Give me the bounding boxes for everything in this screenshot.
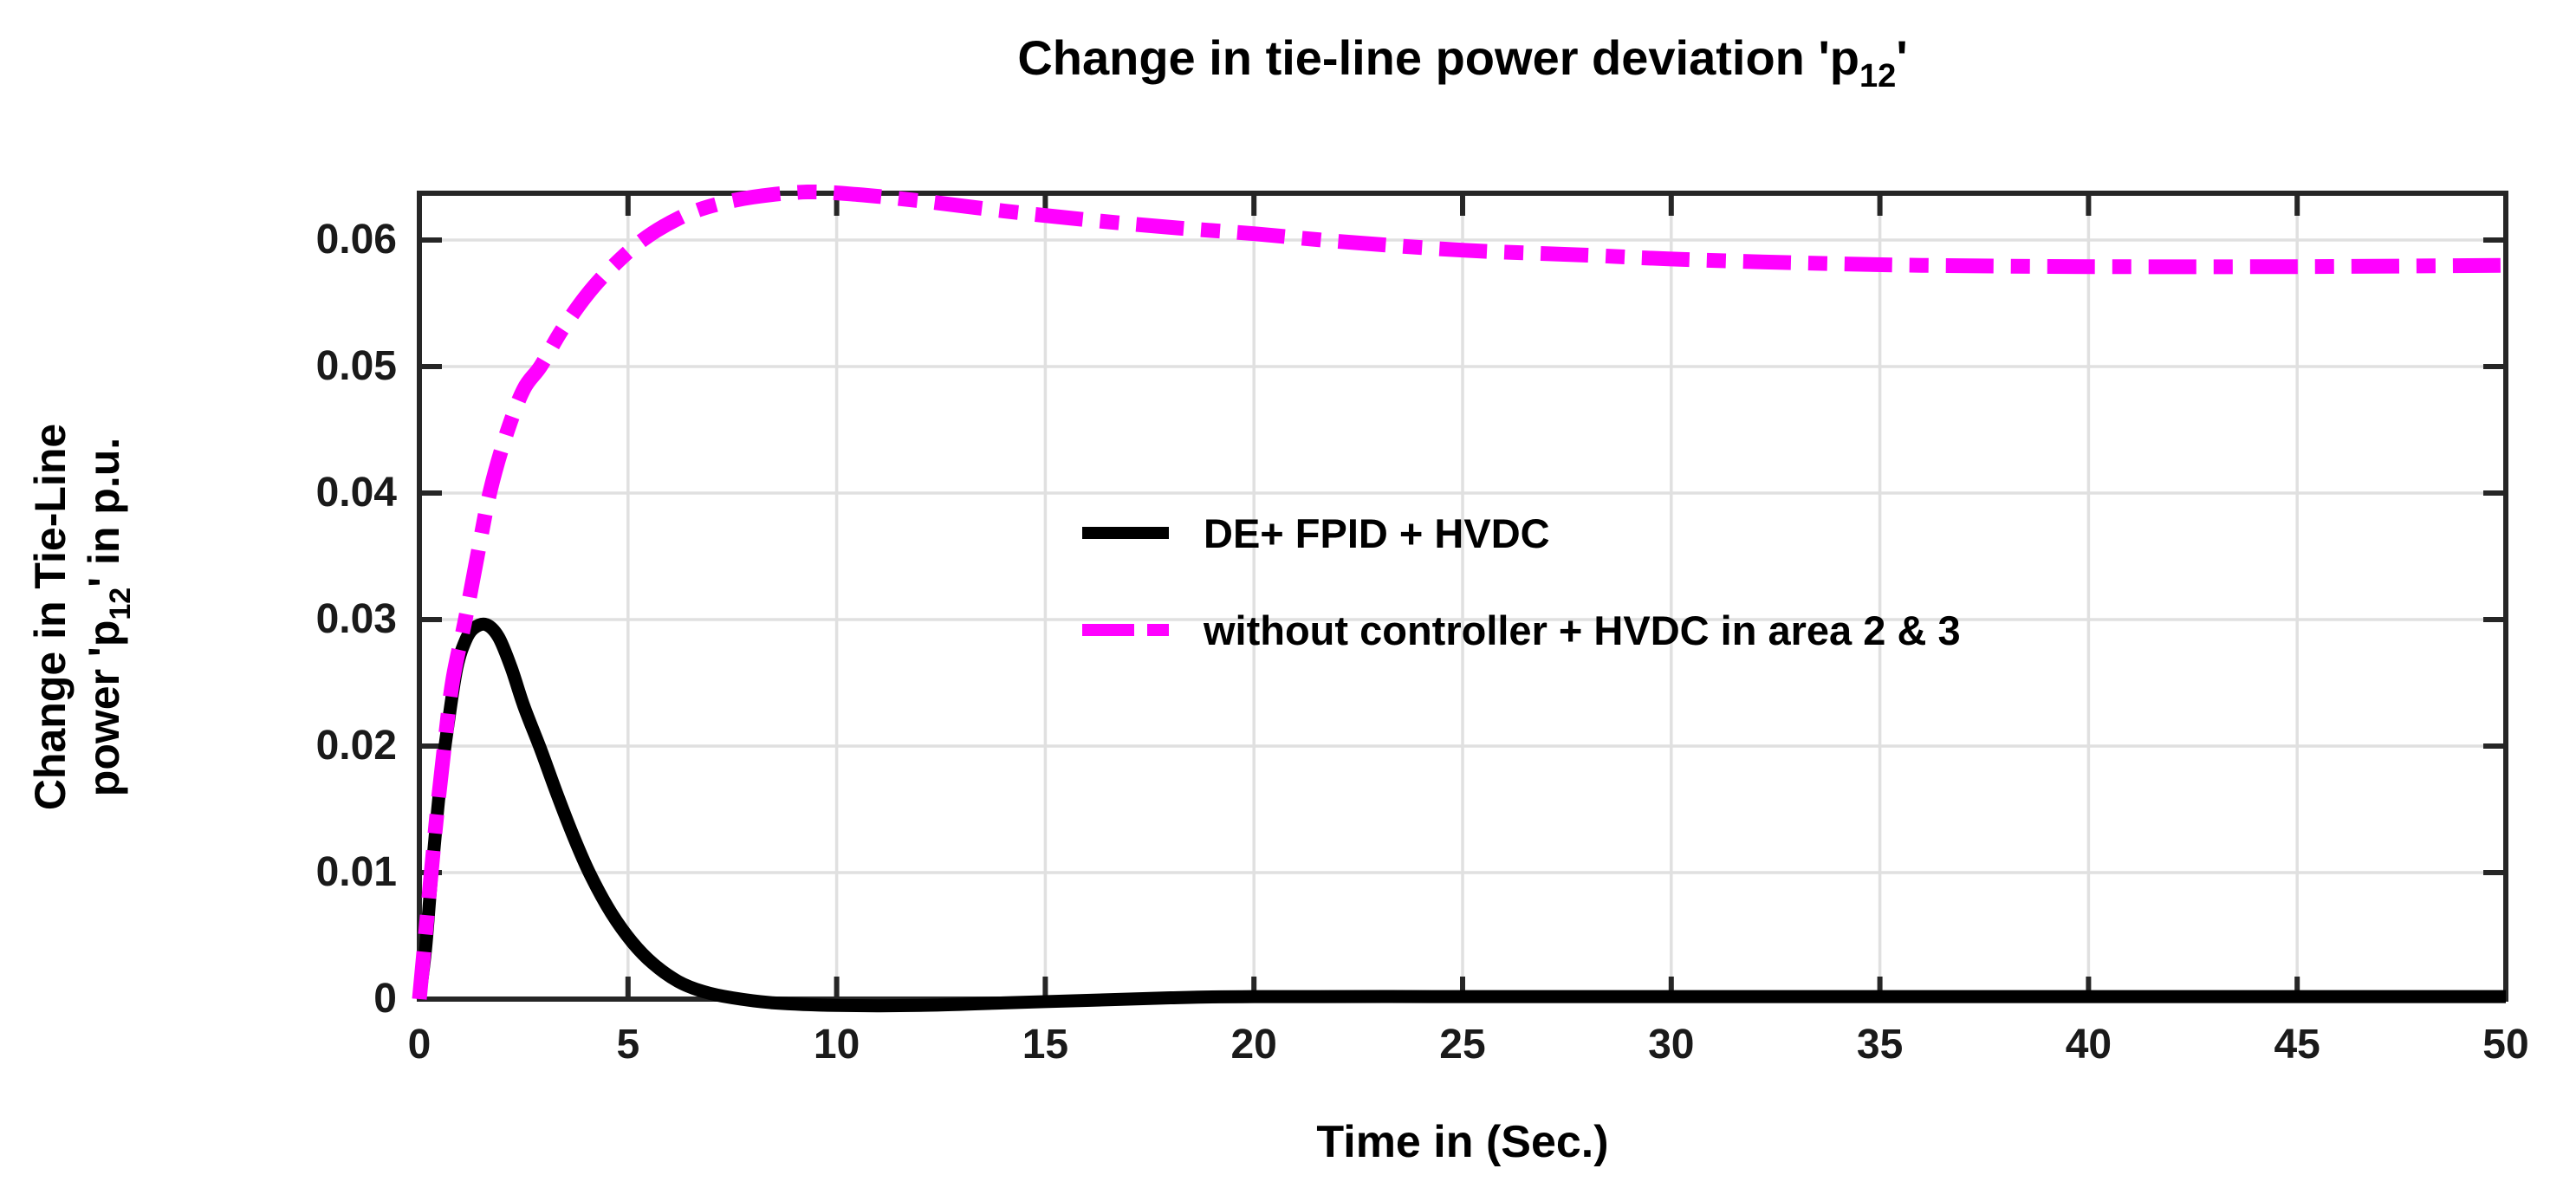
x-tick-label: 50 xyxy=(2482,1022,2529,1068)
legend-item-without-controller: without controller + HVDC in area 2 & 3 xyxy=(1082,604,1961,656)
series-curve-magenta-dashdot xyxy=(412,184,2507,1000)
x-tick-label: 15 xyxy=(1022,1022,1069,1068)
x-tick-label: 5 xyxy=(616,1022,640,1068)
y-axis-label-subscript: 12 xyxy=(103,587,137,620)
chart-title-quote: ' xyxy=(1896,30,1908,85)
legend-dash-icon xyxy=(1082,624,1134,636)
legend: DE+ FPID + HVDC without controller + HVD… xyxy=(1082,507,1961,656)
y-tick-label: 0.01 xyxy=(315,849,397,895)
x-tick-label: 0 xyxy=(407,1022,431,1068)
x-tick-label: 10 xyxy=(813,1022,860,1068)
legend-label: DE+ FPID + HVDC xyxy=(1204,510,1550,556)
y-axis-label-line1: Change in Tie-Line xyxy=(26,423,75,811)
y-tick-label: 0.06 xyxy=(315,217,397,263)
y-tick-label: 0.03 xyxy=(315,596,397,642)
legend-item-de-fpid-hvdc: DE+ FPID + HVDC xyxy=(1082,507,1961,559)
y-axis-label-line2: power 'p12' in p.u. xyxy=(80,437,137,797)
y-axis-label: Change in Tie-Line power 'p12' in p.u. xyxy=(23,227,137,1007)
chart-title-text: Change in tie-line power deviation 'p xyxy=(1017,30,1859,85)
y-tick-label: 0.04 xyxy=(315,470,397,516)
x-tick-label: 30 xyxy=(1648,1022,1695,1068)
x-tick-label: 40 xyxy=(2065,1022,2112,1068)
legend-label: without controller + HVDC in area 2 & 3 xyxy=(1204,607,1961,653)
chart-title-subscript: 12 xyxy=(1859,58,1897,95)
y-tick-label: 0 xyxy=(373,976,397,1022)
x-axis-label: Time in (Sec.) xyxy=(1316,1117,1609,1167)
y-tick-label: 0.05 xyxy=(315,343,397,389)
x-tick-label: 45 xyxy=(2274,1022,2320,1068)
chart-title: Change in tie-line power deviation 'p12' xyxy=(419,29,2506,94)
x-tick-label: 20 xyxy=(1230,1022,1277,1068)
legend-dot-icon xyxy=(1147,624,1169,636)
x-tick-label: 25 xyxy=(1439,1022,1486,1068)
series-curve-black-solid xyxy=(412,617,2506,1013)
legend-solid-line-icon xyxy=(1082,527,1169,539)
legend-line-sample-solid-black xyxy=(1082,527,1169,539)
x-tick-label: 35 xyxy=(1856,1022,1904,1068)
legend-line-sample-dashdot-magenta xyxy=(1082,624,1169,636)
y-tick-label: 0.02 xyxy=(315,723,397,769)
